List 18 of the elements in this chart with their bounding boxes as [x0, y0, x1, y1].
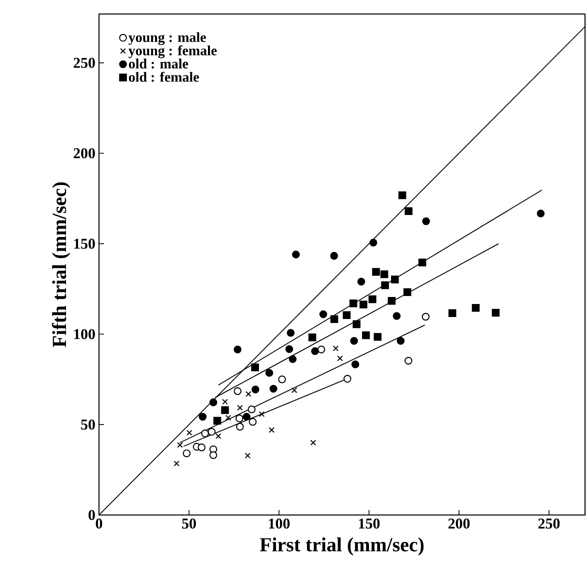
y-tick-label: 150 — [74, 238, 95, 249]
y-tick-label: 200 — [74, 148, 95, 158]
x-tick-label: 200 — [448, 518, 470, 529]
x-tick-label: 100 — [268, 518, 290, 529]
y-tick-label: 250 — [74, 58, 95, 68]
y-tick-label: 50 — [81, 420, 95, 430]
x-tick-label: 0 — [96, 518, 102, 529]
legend-label: young : female — [128, 45, 217, 58]
legend-label: young : male — [128, 32, 206, 45]
x-tick-label: 150 — [359, 518, 380, 529]
y-axis-title: Fifth trial (mm/sec) — [52, 182, 70, 348]
x-tick-label: 250 — [538, 518, 560, 529]
y-tick-label: 0 — [88, 510, 95, 520]
x-tick-label: 50 — [182, 518, 196, 529]
y-tick-label: 100 — [74, 329, 95, 340]
legend-label: old : male — [128, 58, 188, 69]
legend-label: old : female — [128, 72, 199, 82]
x-axis-title: First trial (mm/sec) — [260, 537, 424, 556]
